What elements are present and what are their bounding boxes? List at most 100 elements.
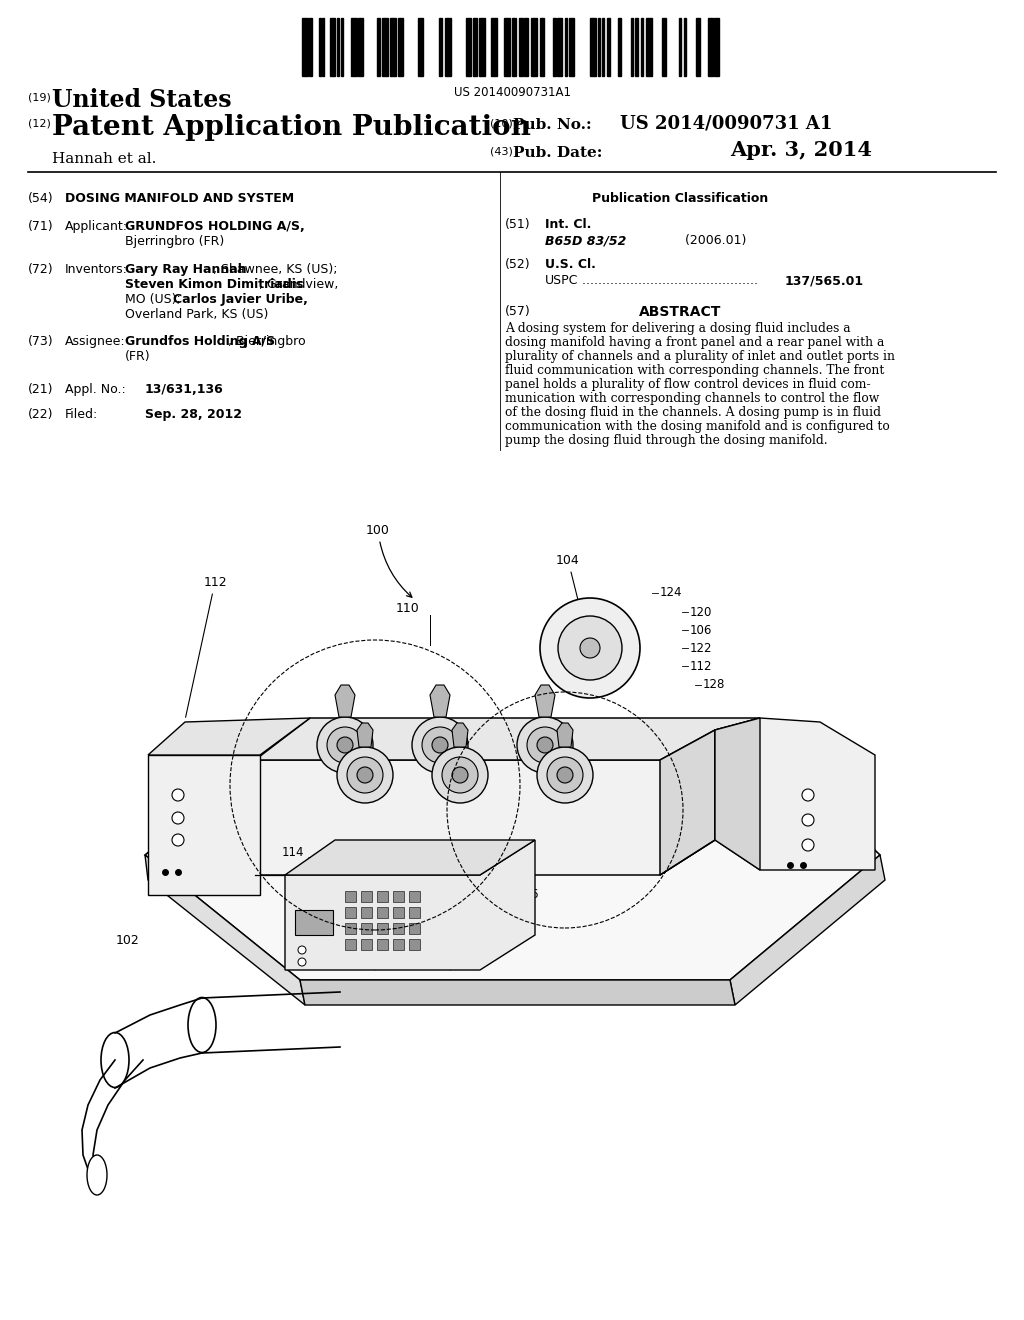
Text: (54): (54) xyxy=(28,191,53,205)
Text: DOSING MANIFOLD AND SYSTEM: DOSING MANIFOLD AND SYSTEM xyxy=(65,191,294,205)
Bar xyxy=(569,18,574,77)
Bar xyxy=(445,18,451,77)
Text: , Shawnee, KS (US);: , Shawnee, KS (US); xyxy=(213,263,338,276)
Bar xyxy=(473,18,477,77)
Bar xyxy=(319,18,321,77)
Circle shape xyxy=(517,717,573,774)
Polygon shape xyxy=(730,855,885,1005)
Bar xyxy=(524,18,528,77)
Text: plurality of channels and a plurality of inlet and outlet ports in: plurality of channels and a plurality of… xyxy=(505,350,895,363)
Text: Apr. 3, 2014: Apr. 3, 2014 xyxy=(730,140,872,160)
Text: Sep. 28, 2012: Sep. 28, 2012 xyxy=(145,408,242,421)
Text: (22): (22) xyxy=(28,408,53,421)
Text: U.S. Cl.: U.S. Cl. xyxy=(545,257,596,271)
Circle shape xyxy=(327,727,362,763)
Circle shape xyxy=(357,767,373,783)
Polygon shape xyxy=(145,855,305,1005)
Bar xyxy=(345,907,356,917)
Text: Applicant:: Applicant: xyxy=(65,220,128,234)
Bar xyxy=(382,18,388,77)
Text: (52): (52) xyxy=(505,257,530,271)
Bar xyxy=(377,923,388,935)
Text: 102: 102 xyxy=(116,933,140,946)
Bar xyxy=(598,18,600,77)
Circle shape xyxy=(540,598,640,698)
Text: (10): (10) xyxy=(490,117,513,128)
Bar xyxy=(345,939,356,950)
Text: munication with corresponding channels to control the flow: munication with corresponding channels t… xyxy=(505,392,880,405)
Text: 13/631,136: 13/631,136 xyxy=(145,383,224,396)
Bar xyxy=(557,18,562,77)
Bar xyxy=(646,18,652,77)
Text: 124: 124 xyxy=(660,586,683,599)
Text: (FR): (FR) xyxy=(125,350,151,363)
Bar xyxy=(393,891,404,902)
Bar xyxy=(590,18,596,77)
Bar xyxy=(398,18,403,77)
Text: (71): (71) xyxy=(28,220,53,234)
Circle shape xyxy=(537,747,593,803)
Bar xyxy=(393,939,404,950)
Polygon shape xyxy=(557,723,573,747)
Text: Bjerringbro (FR): Bjerringbro (FR) xyxy=(125,235,224,248)
Polygon shape xyxy=(148,755,260,895)
Circle shape xyxy=(298,958,306,966)
Text: US 20140090731A1: US 20140090731A1 xyxy=(454,86,570,99)
Circle shape xyxy=(337,737,353,752)
Text: Grundfos Holding A/S: Grundfos Holding A/S xyxy=(125,335,275,348)
Circle shape xyxy=(557,767,573,783)
Text: 124: 124 xyxy=(440,854,463,866)
Circle shape xyxy=(432,747,488,803)
Text: (51): (51) xyxy=(505,218,530,231)
Polygon shape xyxy=(357,723,373,747)
Circle shape xyxy=(422,727,458,763)
Text: 106: 106 xyxy=(690,623,713,636)
Text: 112: 112 xyxy=(690,660,713,672)
Text: (57): (57) xyxy=(505,305,530,318)
Bar xyxy=(377,891,388,902)
Polygon shape xyxy=(335,685,355,717)
Text: Hannah et al.: Hannah et al. xyxy=(52,152,157,166)
Bar xyxy=(409,891,420,902)
Text: United States: United States xyxy=(52,88,231,112)
Text: panel holds a plurality of flow control devices in fluid com-: panel holds a plurality of flow control … xyxy=(505,378,870,391)
Text: (12): (12) xyxy=(28,117,51,128)
Circle shape xyxy=(317,717,373,774)
Text: US 2014/0090731 A1: US 2014/0090731 A1 xyxy=(620,114,833,132)
Bar xyxy=(351,18,357,77)
Circle shape xyxy=(298,946,306,954)
Text: (2006.01): (2006.01) xyxy=(645,234,746,247)
Text: of the dosing fluid in the channels. A dosing pump is in fluid: of the dosing fluid in the channels. A d… xyxy=(505,407,881,418)
Bar xyxy=(390,18,396,77)
Bar xyxy=(714,18,719,77)
Circle shape xyxy=(547,756,583,793)
Text: Publication Classification: Publication Classification xyxy=(592,191,768,205)
Polygon shape xyxy=(255,730,715,875)
Bar xyxy=(377,907,388,917)
Bar xyxy=(466,18,471,77)
Text: (72): (72) xyxy=(28,263,53,276)
Bar xyxy=(641,18,643,77)
Text: , Grandview,: , Grandview, xyxy=(259,279,338,290)
Text: Gary Ray Hannah: Gary Ray Hannah xyxy=(125,263,247,276)
Text: 128: 128 xyxy=(703,678,725,692)
Bar xyxy=(302,18,308,77)
Circle shape xyxy=(432,737,449,752)
Text: USPC: USPC xyxy=(545,275,579,286)
Circle shape xyxy=(802,840,814,851)
Text: , Bjerringbro: , Bjerringbro xyxy=(228,335,305,348)
Bar xyxy=(341,18,343,77)
Bar xyxy=(409,923,420,935)
Bar xyxy=(345,891,356,902)
Bar xyxy=(684,18,686,77)
Text: B65D 83/52: B65D 83/52 xyxy=(545,234,627,247)
Circle shape xyxy=(172,812,184,824)
Text: fluid communication with corresponding channels. The front: fluid communication with corresponding c… xyxy=(505,364,885,378)
Bar xyxy=(662,18,666,77)
Polygon shape xyxy=(715,718,874,870)
Ellipse shape xyxy=(101,1032,129,1088)
Text: 104: 104 xyxy=(556,553,590,644)
Text: dosing manifold having a front panel and a rear panel with a: dosing manifold having a front panel and… xyxy=(505,337,885,348)
Text: 126: 126 xyxy=(517,888,540,902)
Bar xyxy=(393,923,404,935)
